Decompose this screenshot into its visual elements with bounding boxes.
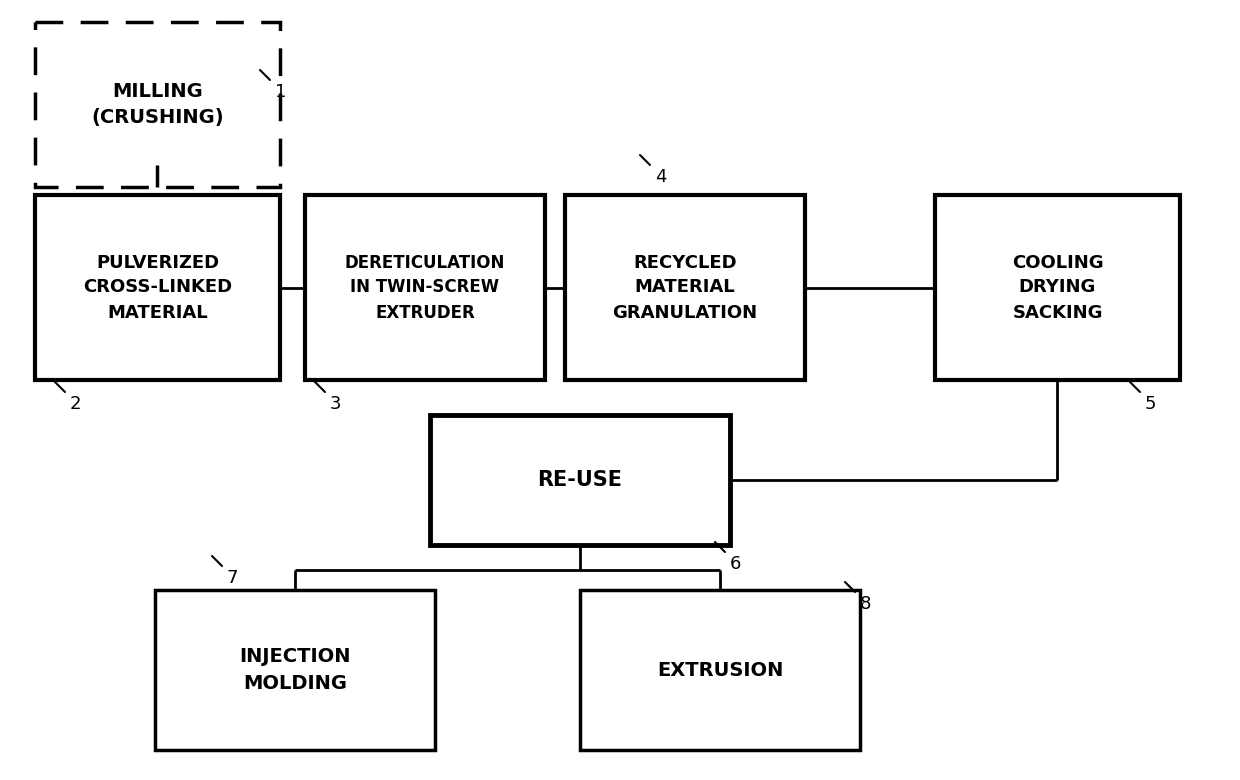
Text: 8: 8 — [861, 595, 872, 613]
Bar — [305, 195, 546, 380]
Bar — [430, 415, 730, 545]
Text: 7: 7 — [227, 569, 238, 587]
Text: COOLING
DRYING
SACKING: COOLING DRYING SACKING — [1012, 254, 1104, 321]
Text: 6: 6 — [730, 555, 742, 573]
Text: RE-USE: RE-USE — [537, 470, 622, 490]
Text: DERETICULATION
IN TWIN-SCREW
EXTRUDER: DERETICULATION IN TWIN-SCREW EXTRUDER — [345, 254, 505, 321]
Text: 5: 5 — [1145, 395, 1157, 413]
Bar — [565, 195, 805, 380]
Bar — [35, 195, 280, 380]
Text: 2: 2 — [69, 395, 82, 413]
Text: RECYCLED
MATERIAL
GRANULATION: RECYCLED MATERIAL GRANULATION — [613, 254, 758, 321]
Text: 4: 4 — [655, 168, 667, 186]
Text: 1: 1 — [275, 83, 286, 101]
Text: 3: 3 — [330, 395, 341, 413]
Text: PULVERIZED
CROSS-LINKED
MATERIAL: PULVERIZED CROSS-LINKED MATERIAL — [83, 254, 232, 321]
Bar — [935, 195, 1180, 380]
Text: MILLING
(CRUSHING): MILLING (CRUSHING) — [92, 82, 223, 127]
Text: EXTRUSION: EXTRUSION — [657, 661, 784, 679]
Bar — [35, 22, 280, 187]
Bar — [155, 590, 435, 750]
Bar — [580, 590, 861, 750]
Text: INJECTION
MOLDING: INJECTION MOLDING — [239, 647, 351, 693]
